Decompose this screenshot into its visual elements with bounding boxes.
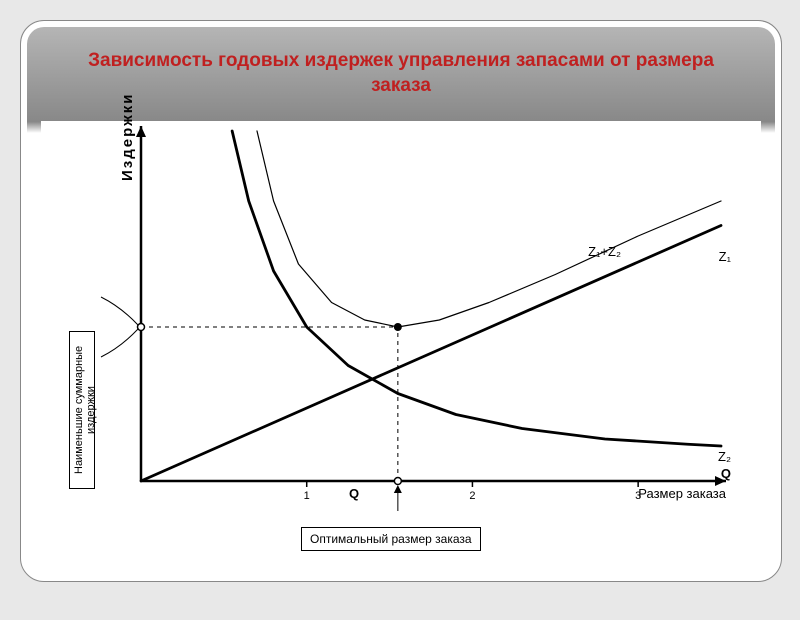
- x-axis-label: Размер заказа: [638, 486, 726, 501]
- svg-text:2: 2: [469, 490, 475, 502]
- z2-label: Z₂: [718, 449, 731, 464]
- slide-frame: Зависимость годовых издержек управления …: [20, 20, 782, 582]
- min-cost-annotation-box: Наименьшие суммарные издержки: [69, 331, 95, 489]
- optimal-size-annotation-box: Оптимальный размер заказа: [301, 527, 481, 551]
- x-axis-symbol: Q: [721, 466, 731, 481]
- optimum-q-label: Q: [349, 486, 359, 501]
- total-label: Z₁+Z₂: [588, 244, 621, 259]
- chart-area: Издержки 123 Наименьшие суммарные издерж…: [41, 121, 761, 561]
- svg-text:1: 1: [304, 490, 310, 502]
- y-axis-label: Издержки: [119, 93, 136, 181]
- slide-title: Зависимость годовых издержек управления …: [21, 49, 781, 98]
- z1-label: Z₁: [719, 249, 731, 264]
